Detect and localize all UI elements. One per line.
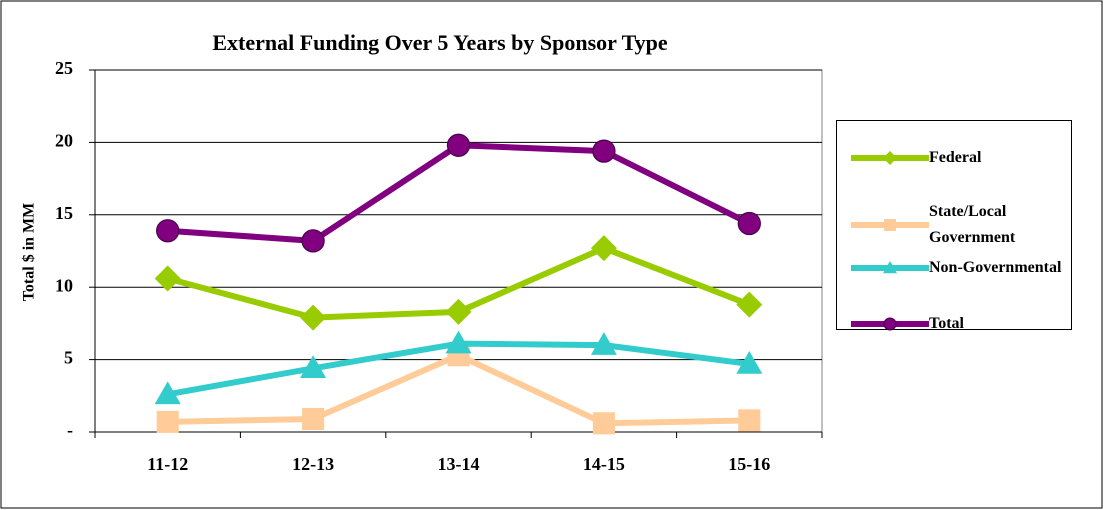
marker	[736, 350, 763, 374]
legend-swatch	[851, 219, 929, 231]
plot-area	[94, 69, 823, 433]
marker	[883, 151, 897, 165]
legend-swatch	[851, 151, 929, 165]
marker	[300, 355, 327, 379]
x-tick-label: 11-12	[147, 454, 188, 474]
marker	[738, 409, 761, 432]
marker	[156, 219, 180, 243]
y-tick-label: 5	[64, 348, 73, 368]
legend: Federal State/Local Government Non-Governm…	[836, 120, 1072, 332]
x-tick-label: 12-13	[292, 454, 334, 474]
x-tick-label: 13-14	[438, 454, 480, 474]
legend-item: State/Local Government	[837, 199, 1067, 251]
y-axis-label: Total $ in MM	[21, 203, 38, 302]
marker	[154, 381, 181, 405]
marker	[737, 211, 761, 236]
x-tick-label: 14-15	[583, 454, 625, 474]
legend-label: Non-Governmental	[929, 259, 1062, 276]
marker	[592, 139, 616, 163]
marker	[590, 235, 617, 262]
legend-item: Federal	[837, 145, 1067, 171]
marker	[883, 261, 897, 274]
y-tick-label: -	[67, 420, 73, 440]
y-tick-label: 15	[55, 203, 73, 223]
legend-swatch	[851, 317, 929, 331]
legend-swatch	[851, 261, 929, 274]
marker	[445, 330, 472, 354]
marker	[445, 298, 472, 325]
legend-label: State/Local Government	[929, 203, 1016, 246]
marker	[592, 412, 615, 435]
legend-item: Non-Governmental	[837, 255, 1067, 281]
legend-label: Total	[929, 315, 964, 332]
legend-label: Federal	[929, 149, 982, 166]
marker	[154, 265, 181, 292]
marker	[590, 332, 617, 355]
legend-item: Total	[837, 311, 1067, 337]
marker	[736, 291, 763, 318]
y-tick-label: 25	[55, 58, 73, 78]
y-tick-label: 20	[55, 131, 73, 151]
chart-title: External Funding Over 5 Years by Sponsor…	[212, 30, 668, 55]
marker	[302, 407, 325, 431]
marker	[884, 219, 896, 231]
marker	[301, 229, 325, 253]
marker	[446, 133, 471, 157]
marker	[156, 410, 179, 433]
x-tick-label: 15-16	[728, 454, 770, 474]
marker	[300, 304, 327, 331]
y-tick-label: 10	[55, 275, 73, 295]
marker	[883, 317, 897, 331]
